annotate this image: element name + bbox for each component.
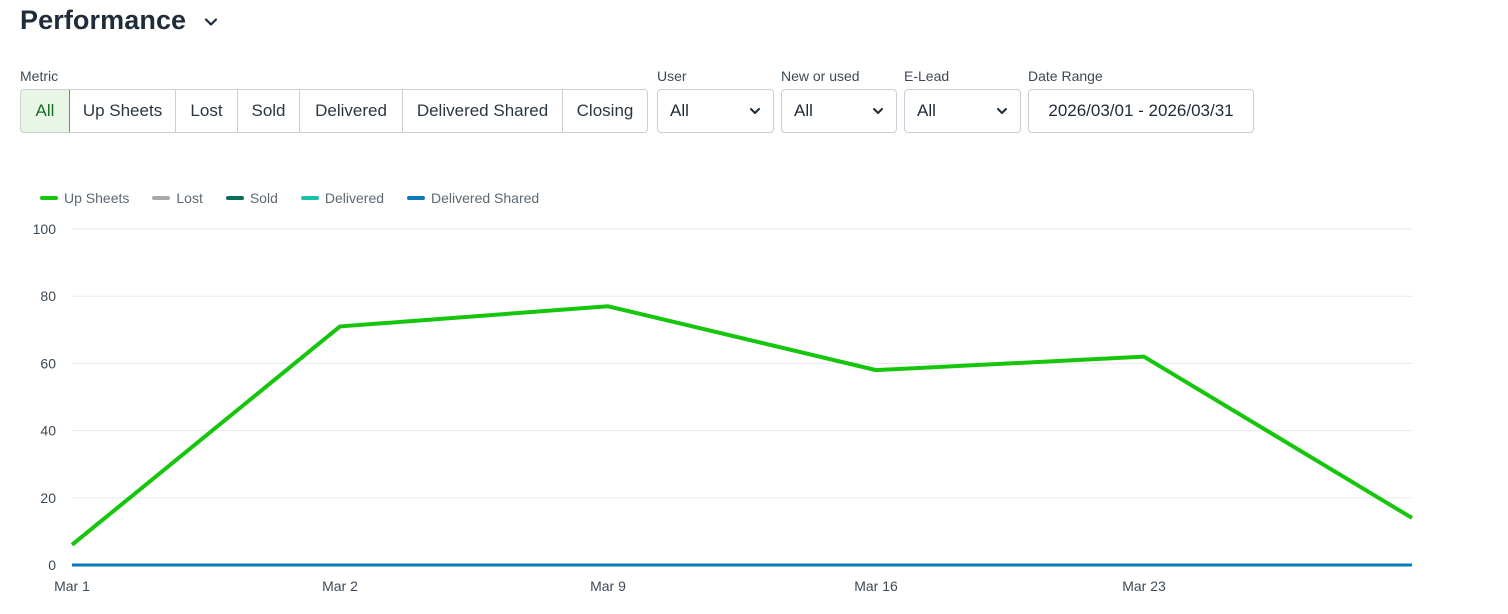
legend-label: Sold <box>249 190 278 206</box>
user-label: User <box>657 68 687 84</box>
date-range-input[interactable]: 2026/03/01 - 2026/03/31 <box>1028 89 1254 133</box>
metric-sold-button[interactable]: Sold <box>238 90 300 132</box>
e-lead-select[interactable]: All <box>904 89 1021 133</box>
legend-label: Lost <box>176 190 203 206</box>
metric-label: Metric <box>20 68 59 84</box>
legend-item-delivered[interactable]: Delivered <box>300 190 385 206</box>
metric-segmented-control: All Up Sheets Lost Sold Delivered Delive… <box>20 89 648 133</box>
e-lead-select-value: All <box>917 101 936 120</box>
performance-line-chart: 0 20 40 60 80 100 Mar 1 Mar 2 Mar 9 Mar 16 Mar 23 <box>33 221 1414 594</box>
metric-delivered-button[interactable]: Delivered <box>300 90 403 132</box>
y-tick-label: 60 <box>40 355 56 371</box>
chevron-down-icon <box>997 108 1007 114</box>
legend-swatch <box>152 196 171 200</box>
legend-item-lost[interactable]: Lost <box>152 190 203 206</box>
x-tick-label: Mar 9 <box>590 578 626 594</box>
legend-swatch <box>225 196 244 200</box>
date-range-label: Date Range <box>1028 68 1103 84</box>
chart-legend: Up Sheets Lost Sold Delivered Delivered … <box>40 190 562 206</box>
legend-label: Delivered Shared <box>431 190 540 206</box>
metric-delivered-shared-button[interactable]: Delivered Shared <box>403 90 563 132</box>
series-line-up-sheets <box>70 304 1414 547</box>
y-tick-label: 20 <box>40 490 56 506</box>
y-tick-label: 40 <box>40 423 56 439</box>
user-select[interactable]: All <box>657 89 774 133</box>
new-or-used-select[interactable]: All <box>781 89 897 133</box>
chevron-down-icon <box>750 108 760 114</box>
metric-all-button[interactable]: All <box>21 90 70 132</box>
metric-lost-button[interactable]: Lost <box>176 90 238 132</box>
e-lead-label: E-Lead <box>904 68 950 84</box>
x-tick-label: Mar 1 <box>54 578 90 594</box>
legend-swatch <box>407 196 426 200</box>
user-select-value: All <box>670 101 689 120</box>
x-tick-label: Mar 23 <box>1122 578 1166 594</box>
y-tick-label: 80 <box>40 288 56 304</box>
legend-item-sold[interactable]: Sold <box>225 190 278 206</box>
legend-item-up-sheets[interactable]: Up Sheets <box>40 190 129 206</box>
y-tick-label: 100 <box>33 221 57 237</box>
legend-swatch <box>300 196 319 200</box>
y-tick-label: 0 <box>48 557 56 573</box>
legend-item-delivered-shared[interactable]: Delivered Shared <box>407 190 539 206</box>
x-tick-label: Mar 2 <box>322 578 358 594</box>
metric-up-sheets-button[interactable]: Up Sheets <box>70 90 176 132</box>
new-or-used-label: New or used <box>781 68 860 84</box>
metric-closing-button[interactable]: Closing <box>563 90 647 132</box>
legend-label: Up Sheets <box>64 190 130 206</box>
page-header: Performance <box>20 5 218 36</box>
page-title: Performance <box>20 5 187 35</box>
legend-label: Delivered <box>324 190 385 206</box>
x-tick-label: Mar 16 <box>854 578 898 594</box>
chevron-down-icon[interactable] <box>204 15 218 29</box>
chevron-down-icon <box>873 108 883 114</box>
legend-swatch <box>40 196 58 200</box>
new-or-used-select-value: All <box>794 101 813 120</box>
